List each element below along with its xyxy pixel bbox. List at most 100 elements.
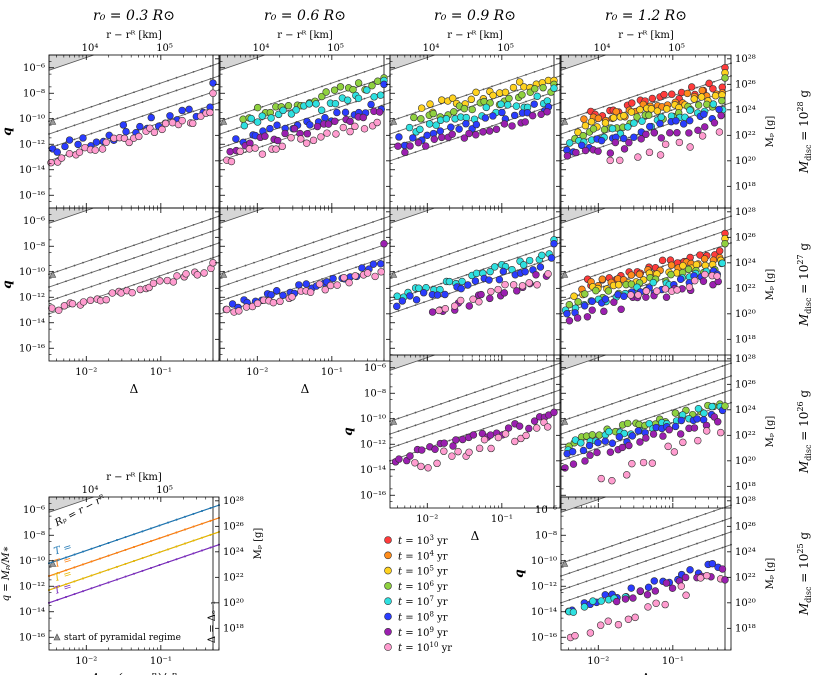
data-point-t6 [572, 148, 580, 157]
pyramidal-marker [220, 270, 228, 278]
temperature-line-marker [568, 117, 571, 120]
right-tick-label: 10²⁴ [223, 547, 244, 558]
temperature-line-marker [704, 552, 707, 555]
data-point-t5 [708, 559, 717, 568]
data-point-t5 [471, 277, 480, 285]
temperature-line-marker [116, 262, 118, 265]
top-tick-label: 10⁵ [327, 43, 344, 54]
data-point-t6 [581, 146, 590, 155]
top-tick-label: 10⁵ [668, 43, 685, 54]
data-point-t5 [601, 295, 610, 303]
data-point-t6 [303, 130, 312, 138]
temperature-line-marker [295, 247, 298, 250]
temperature-line-marker [550, 218, 553, 220]
temperature-line-marker [192, 512, 195, 515]
row-title-base: M [797, 602, 811, 616]
data-point-t2 [690, 95, 698, 103]
temperature-line-marker [448, 400, 451, 402]
temperature-line-marker [201, 94, 203, 97]
temperature-line-marker [133, 533, 135, 536]
temperature-line-marker [141, 101, 144, 103]
legend-label: t = 1010 yr [398, 641, 452, 654]
temperature-line-marker [431, 418, 434, 421]
temperature-line-marker [585, 264, 588, 267]
temperature-line-marker [662, 554, 664, 557]
temperature-line-marker [713, 510, 715, 512]
data-point-t2 [627, 108, 636, 116]
temperature-line-marker [227, 270, 230, 273]
data-point-t7 [656, 151, 665, 159]
temperature-line-marker [440, 429, 442, 432]
temperature-line-marker [713, 80, 715, 83]
shaded-region [219, 54, 265, 71]
temperature-line-marker [687, 76, 690, 79]
temperature-line-marker [628, 551, 630, 554]
temperature-line-marker [107, 568, 110, 571]
temperature-line-marker [611, 544, 613, 547]
data-point-t5 [671, 422, 680, 431]
temperature-line-marker [696, 515, 698, 518]
temperature-line-marker [65, 569, 67, 572]
legend-marker [384, 597, 392, 606]
temperature-line-marker [465, 259, 468, 262]
temperature-line-marker [270, 282, 272, 285]
temperature-line-marker [577, 267, 579, 270]
temperature-line-marker [116, 109, 118, 112]
y-tick-label: 10⁻¹⁶ [531, 632, 557, 643]
temperature-line-marker [499, 422, 502, 424]
data-point-t6 [452, 436, 460, 444]
temperature-line-marker [440, 268, 442, 271]
temperature-line-marker [474, 257, 476, 259]
temperature-line-marker [175, 269, 178, 272]
temperature-line-marker [82, 590, 84, 593]
data-point-t6 [530, 417, 539, 425]
data-point-t3 [239, 115, 247, 123]
temperature-line-marker [721, 391, 724, 394]
temperature-line-marker [516, 256, 519, 259]
temperature-line-marker [184, 100, 186, 103]
temperature-line-marker [423, 261, 425, 264]
temperature-line-marker [508, 272, 510, 275]
data-point-t7 [86, 296, 95, 305]
temperature-line-marker [696, 226, 698, 229]
temperature-line-marker [158, 275, 161, 277]
temperature-line-marker [568, 572, 571, 575]
temperature-line-marker [550, 404, 553, 407]
temperature-line-marker [141, 115, 144, 117]
temperature-line-marker [516, 76, 519, 79]
data-point-t7 [315, 280, 324, 288]
temperature-line-marker [525, 226, 527, 229]
legend-label-exp: 5 [430, 565, 434, 573]
data-point-t2 [663, 105, 671, 113]
data-point-t7 [661, 600, 669, 609]
temperature-line-marker [585, 593, 588, 596]
y-tick-label: 10⁻¹⁴ [19, 318, 45, 329]
y-tick-label: 10⁻¹² [19, 139, 45, 150]
data-point-t7 [321, 286, 329, 294]
temperature-line-marker [346, 229, 349, 232]
temperature-line-marker [585, 580, 588, 583]
data-point-t5 [547, 254, 556, 262]
temperature-line-marker [525, 400, 527, 403]
data-point-t7 [624, 615, 633, 623]
data-point-t6 [565, 317, 574, 325]
temperature-line-marker [687, 403, 690, 406]
data-point-t5 [568, 447, 577, 456]
legend-label: t = 108 yr [398, 611, 448, 624]
data-point-t6 [500, 289, 509, 297]
data-point-t5 [693, 415, 701, 423]
data-point-t5 [166, 112, 174, 120]
temperature-line-marker [508, 79, 510, 82]
temperature-line-marker [338, 119, 340, 122]
temperature-line-marker [107, 112, 110, 115]
temperature-line-marker [372, 221, 374, 223]
data-point-t6 [479, 128, 487, 136]
temperature-label: T = [53, 542, 74, 558]
temperature-line-marker [227, 283, 230, 286]
temperature-line-marker [150, 554, 152, 557]
data-point-t7 [227, 157, 236, 166]
temperature-line-marker [167, 232, 169, 235]
x-axis-label: Δ [471, 529, 480, 543]
y-tick-label: 10⁻¹⁰ [531, 556, 557, 567]
temperature-line-marker [363, 83, 366, 86]
